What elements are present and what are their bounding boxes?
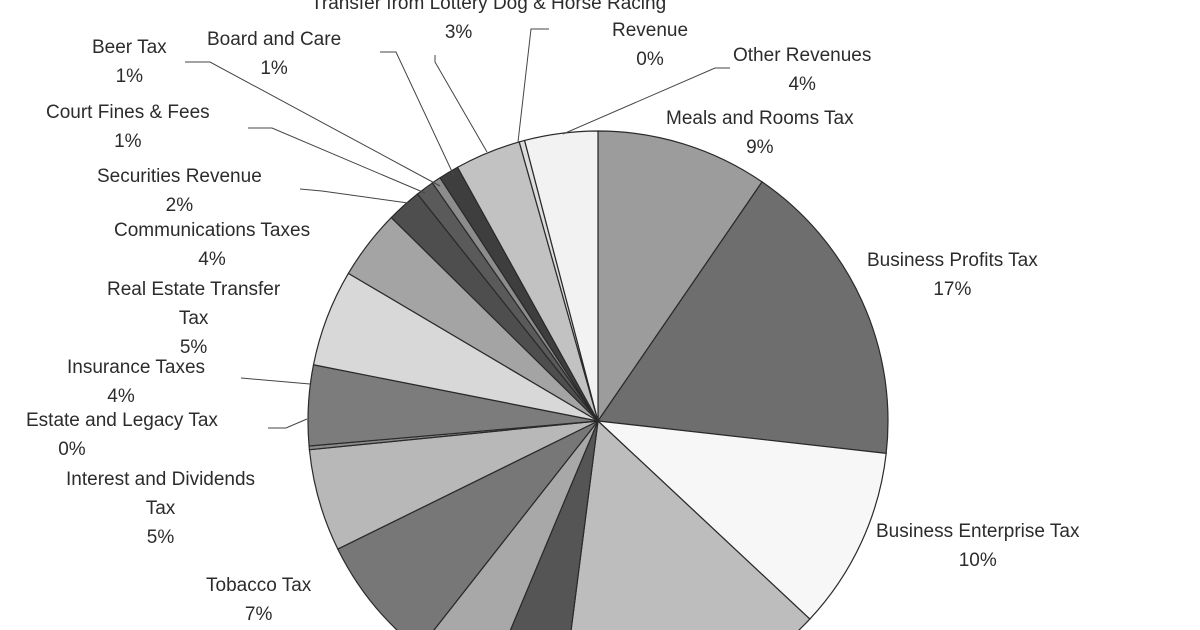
label-real-estate: Real Estate Transfer Tax 5% — [107, 279, 281, 358]
label-insurance: Insurance Taxes 4% — [67, 357, 206, 407]
leader-line — [240, 377, 311, 385]
label-revenue: Revenue 0% — [612, 20, 689, 70]
label-transfer-lottery: Transfer from Lottery Dog & Horse Racing… — [311, 0, 667, 43]
label-beer: Beer Tax 1% — [92, 37, 167, 87]
leader-line — [185, 61, 441, 187]
pie-slice — [570, 419, 811, 630]
pie-slice — [337, 420, 599, 630]
pie-slice — [597, 130, 763, 423]
label-tobacco: Tobacco Tax 7% — [206, 575, 312, 625]
leader-line — [380, 51, 456, 179]
leader-line — [517, 28, 549, 143]
label-interest-dividends: Interest and Dividends Tax 5% — [66, 469, 256, 548]
leader-line — [434, 55, 488, 153]
pie-slice — [596, 420, 887, 620]
label-other-revenues: Other Revenues 4% — [733, 45, 872, 95]
leader-lines — [185, 28, 730, 429]
label-business-profits: Business Profits Tax 17% — [867, 250, 1038, 300]
label-securities: Securities Revenue 2% — [97, 166, 262, 216]
pie-slices — [307, 130, 889, 630]
pie-slice — [523, 130, 599, 422]
leader-line — [248, 127, 426, 194]
leader-line — [299, 188, 409, 204]
label-communications: Communications Taxes 4% — [114, 220, 311, 270]
label-estate-legacy: Estate and Legacy Tax 0% — [26, 410, 218, 460]
label-meals-rooms: Meals and Rooms Tax 9% — [666, 108, 854, 158]
label-business-enterprise: Business Enterprise Tax 10% — [876, 521, 1080, 571]
pie-slice — [596, 181, 889, 455]
leader-line — [268, 418, 308, 429]
label-court-fines: Court Fines & Fees 1% — [46, 102, 210, 152]
label-board-care: Board and Care 1% — [207, 29, 342, 79]
leader-line — [562, 67, 730, 135]
